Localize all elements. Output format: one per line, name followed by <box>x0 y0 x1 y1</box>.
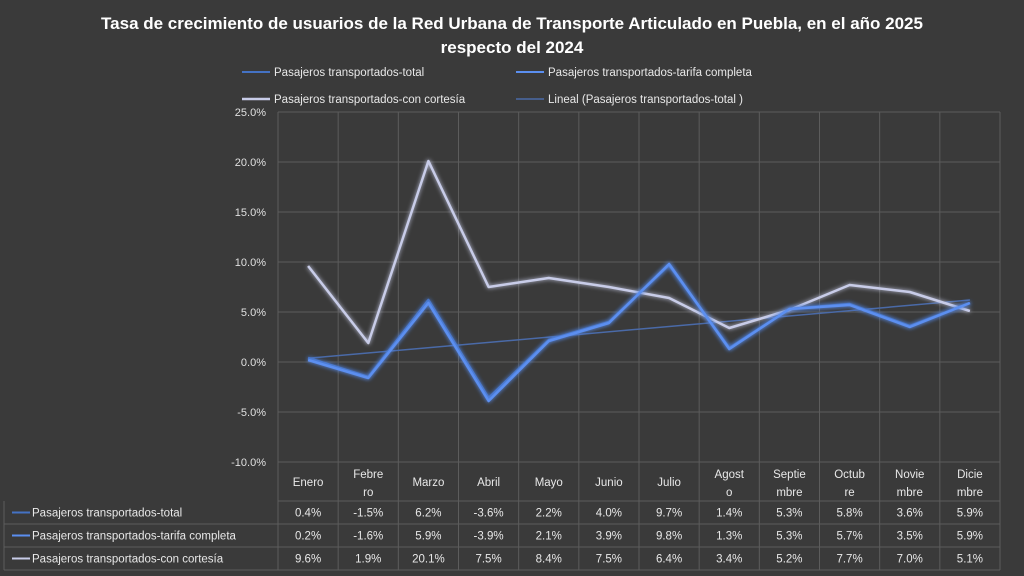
data-label: 2.1% <box>536 531 562 543</box>
data-label: 7.0% <box>897 554 923 566</box>
data-label: 20.1% <box>412 554 445 566</box>
data-label: 3.4% <box>716 554 742 566</box>
chart-title-line-1: Tasa de crecimiento de usuarios de la Re… <box>101 14 923 33</box>
plot-grid: 25.0% 20.0% 15.0% 10.0% 5.0% 0.0% -5.0% -10.0% <box>231 107 1001 570</box>
category-label: Novie <box>895 469 924 481</box>
data-label: 1.4% <box>716 508 742 520</box>
data-label: -3.6% <box>474 508 504 520</box>
series-lines <box>307 159 971 403</box>
data-label: 6.2% <box>415 508 441 520</box>
legend-entry: Lineal (Pasajeros transportados-total ) <box>548 94 743 106</box>
data-label: 3.9% <box>596 531 622 543</box>
y-tick-label: -10.0% <box>231 457 266 469</box>
category-label: o <box>726 487 732 499</box>
y-tick-label: 25.0% <box>235 107 266 119</box>
category-label: Enero <box>293 477 324 489</box>
data-label: 3.5% <box>897 531 923 543</box>
y-tick-label: -5.0% <box>237 407 266 419</box>
data-label: 9.8% <box>656 531 682 543</box>
data-label: 3.6% <box>897 508 923 520</box>
data-label: -1.5% <box>353 508 383 520</box>
data-label: 0.4% <box>295 508 321 520</box>
data-label: 0.2% <box>295 531 321 543</box>
legend-entry: Pasajeros transportados-tarifa completa <box>548 67 753 79</box>
table-series-name: Pasajeros transportados-tarifa completa <box>32 531 237 543</box>
legend-entry: Pasajeros transportados-total <box>274 67 424 79</box>
data-label: -3.9% <box>474 531 504 543</box>
data-label: -1.6% <box>353 531 383 543</box>
data-label: 7.5% <box>596 554 622 566</box>
category-label: Mayo <box>535 477 563 489</box>
category-label: Julio <box>657 477 681 489</box>
data-label: 4.0% <box>596 508 622 520</box>
category-label: Agost <box>715 469 745 481</box>
chart-title-line-2: respecto del 2024 <box>440 38 584 57</box>
category-label: Marzo <box>412 477 444 489</box>
category-label: Dicie <box>957 469 983 481</box>
data-label: 5.3% <box>776 531 802 543</box>
series-line-2 <box>307 262 971 403</box>
data-label: 1.3% <box>716 531 742 543</box>
category-label: Junio <box>595 477 623 489</box>
category-label: Febre <box>353 469 383 481</box>
data-table: Enero Febre ro Marzo Abril Mayo Junio Julio Agos… <box>3 469 1000 571</box>
data-label: 1.9% <box>355 554 381 566</box>
category-label: re <box>844 487 854 499</box>
data-label: 5.9% <box>415 531 441 543</box>
y-tick-label: 0.0% <box>241 357 266 369</box>
chart-title: Tasa de crecimiento de usuarios de la Re… <box>0 12 1024 60</box>
data-label: 5.9% <box>957 531 983 543</box>
legend-entry: Pasajeros transportados-con cortesía <box>274 94 466 106</box>
y-tick-label: 20.0% <box>235 157 266 169</box>
category-label: ro <box>363 487 373 499</box>
category-label: mbre <box>776 487 802 499</box>
data-label: 9.6% <box>295 554 321 566</box>
data-label: 7.7% <box>836 554 862 566</box>
data-label: 2.2% <box>536 508 562 520</box>
legend: Pasajeros transportados-total Pasajeros t… <box>242 67 753 106</box>
data-label: 5.2% <box>776 554 802 566</box>
category-label: Abril <box>477 477 500 489</box>
y-tick-label: 10.0% <box>235 257 266 269</box>
data-label: 5.9% <box>957 508 983 520</box>
data-label: 9.7% <box>656 508 682 520</box>
data-label: 7.5% <box>475 554 501 566</box>
category-label: Septie <box>773 469 806 481</box>
category-label: Octub <box>834 469 865 481</box>
data-label: 5.3% <box>776 508 802 520</box>
category-label: mbre <box>897 487 923 499</box>
data-label: 6.4% <box>656 554 682 566</box>
table-series-name: Pasajeros transportados-con cortesía <box>32 554 224 566</box>
y-tick-label: 5.0% <box>241 307 266 319</box>
data-label: 8.4% <box>536 554 562 566</box>
table-series-name: Pasajeros transportados-total <box>32 508 182 520</box>
data-label: 5.8% <box>836 508 862 520</box>
category-label: mbre <box>957 487 983 499</box>
y-tick-label: 15.0% <box>235 207 266 219</box>
data-label: 5.1% <box>957 554 983 566</box>
data-label: 5.7% <box>836 531 862 543</box>
